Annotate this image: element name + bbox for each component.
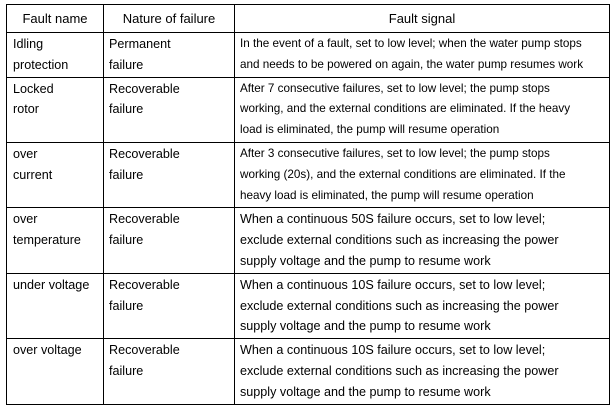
nature-line: failure xyxy=(109,102,144,117)
nature-line: failure xyxy=(109,233,144,248)
fault-name-line: protection xyxy=(13,57,69,72)
nature-line: failure xyxy=(109,363,144,378)
fault-signal-cell: After 7 consecutive failures, set to low… xyxy=(234,76,610,143)
fault-signal-line: In the event of a fault, set to low leve… xyxy=(240,37,582,50)
header-fault-signal: Fault signal xyxy=(234,4,610,33)
table-row: under voltage Recoverable failure When a… xyxy=(6,272,610,340)
table-row: Idling protection Permanent failure In t… xyxy=(6,32,610,78)
table-row: over current Recoverable failure After 3… xyxy=(6,141,610,209)
nature-cell: Recoverable failure xyxy=(103,338,235,405)
fault-signal-line: and needs to be powered on again, the wa… xyxy=(240,57,584,71)
fault-signal-cell: When a continuous 50S failure occurs, se… xyxy=(234,207,610,274)
fault-signal-cell: In the event of a fault, set to low leve… xyxy=(234,32,610,78)
fault-name-line: over voltage xyxy=(13,343,82,358)
fault-name-cell: over voltage xyxy=(6,338,104,405)
fault-signal-line: After 3 consecutive failures, set to low… xyxy=(240,146,550,160)
nature-line: Recoverable xyxy=(109,146,180,161)
nature-cell: Recoverable failure xyxy=(103,141,235,209)
fault-signal-cell: When a continuous 10S failure occurs, se… xyxy=(234,338,610,405)
nature-line: Recoverable xyxy=(109,212,180,227)
nature-cell: Recoverable failure xyxy=(103,207,235,274)
fault-name-line: rotor xyxy=(13,102,39,117)
nature-line: Permanent xyxy=(109,37,171,51)
nature-line: failure xyxy=(109,57,144,72)
fault-table: Fault name Nature of failure Fault signa… xyxy=(6,4,610,405)
table-row: Locked rotor Recoverable failure After 7… xyxy=(6,76,610,143)
fault-signal-line: When a continuous 10S failure occurs, se… xyxy=(240,343,546,358)
fault-signal-line: load is eliminated, the pump will resume… xyxy=(240,123,500,137)
fault-name-line: current xyxy=(13,167,53,182)
fault-signal-line: exclude external conditions such as incr… xyxy=(240,363,559,378)
fault-signal-line: supply voltage and the pump to resume wo… xyxy=(240,384,491,399)
nature-line: Recoverable xyxy=(109,81,180,96)
fault-signal-line: exclude external conditions such as incr… xyxy=(240,298,559,313)
fault-name-cell: Locked rotor xyxy=(6,76,104,143)
fault-signal-line: exclude external conditions such as incr… xyxy=(240,233,559,248)
nature-cell: Permanent failure xyxy=(103,32,235,78)
fault-name-line: temperature xyxy=(13,233,81,248)
nature-cell: Recoverable failure xyxy=(103,76,235,143)
header-nature-of-failure: Nature of failure xyxy=(103,4,235,33)
nature-line: Recoverable xyxy=(109,277,180,292)
fault-name-cell: Idling protection xyxy=(6,32,104,78)
table-row: over voltage Recoverable failure When a … xyxy=(6,338,610,405)
fault-signal-line: working, and the external conditions are… xyxy=(240,102,571,116)
fault-name-line: over xyxy=(13,212,38,227)
fault-signal-line: When a continuous 50S failure occurs, se… xyxy=(240,212,546,227)
nature-line: failure xyxy=(109,298,144,313)
fault-signal-line: heavy load is eliminated, the pump will … xyxy=(240,188,534,202)
fault-signal-line: working (20s), and the external conditio… xyxy=(240,167,566,181)
fault-signal-cell: When a continuous 10S failure occurs, se… xyxy=(234,272,610,340)
fault-name-line: Idling xyxy=(13,37,44,51)
fault-name-cell: under voltage xyxy=(6,272,104,340)
fault-name-cell: over current xyxy=(6,141,104,209)
fault-name-line: over xyxy=(13,146,38,161)
header-fault-name: Fault name xyxy=(6,4,104,33)
fault-signal-line: When a continuous 10S failure occurs, se… xyxy=(240,277,546,292)
fault-signal-cell: After 3 consecutive failures, set to low… xyxy=(234,141,610,209)
nature-cell: Recoverable failure xyxy=(103,272,235,340)
nature-line: Recoverable xyxy=(109,343,180,358)
fault-signal-line: After 7 consecutive failures, set to low… xyxy=(240,81,550,95)
fault-signal-line: supply voltage and the pump to resume wo… xyxy=(240,253,491,268)
nature-line: failure xyxy=(109,167,144,182)
fault-name-cell: over temperature xyxy=(6,207,104,274)
table-row: over temperature Recoverable failure Whe… xyxy=(6,207,610,274)
header-row: Fault name Nature of failure Fault signa… xyxy=(6,4,610,33)
fault-name-line: under voltage xyxy=(13,277,90,292)
fault-signal-line: supply voltage and the pump to resume wo… xyxy=(240,319,491,334)
fault-name-line: Locked xyxy=(13,81,54,96)
